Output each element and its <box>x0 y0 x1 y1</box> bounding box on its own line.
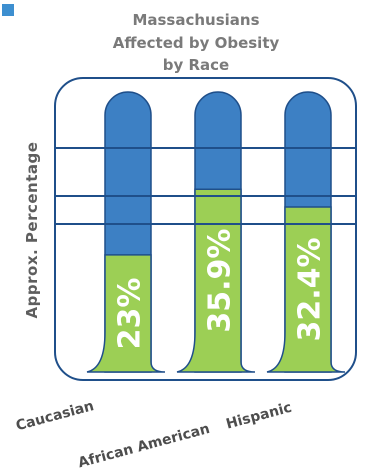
bars-layer <box>86 91 346 373</box>
bar-african-american <box>176 188 256 373</box>
title-line-2: Affected by Obesity <box>113 34 280 52</box>
value-labels-layer: 23% 35.9% 32.4% <box>113 229 328 350</box>
grid-layer <box>55 147 356 225</box>
category-label-african-american: African American <box>76 421 211 468</box>
category-label-caucasian: Caucasian <box>14 398 95 434</box>
bar-caucasian <box>86 254 166 373</box>
value-label-african-american: 35.9% <box>203 229 238 333</box>
bar-hispanic <box>266 206 346 373</box>
accent-square-icon <box>2 4 14 16</box>
title-line-1: Massachusians <box>132 11 259 29</box>
title-line-3: by Race <box>163 56 229 74</box>
value-label-hispanic: 32.4% <box>293 237 328 341</box>
value-label-caucasian: 23% <box>113 278 148 350</box>
chart-title: Massachusians Affected by Obesity by Rac… <box>113 11 280 74</box>
category-label-hispanic: Hispanic <box>224 400 293 433</box>
y-axis-label: Approx. Percentage <box>23 142 41 319</box>
